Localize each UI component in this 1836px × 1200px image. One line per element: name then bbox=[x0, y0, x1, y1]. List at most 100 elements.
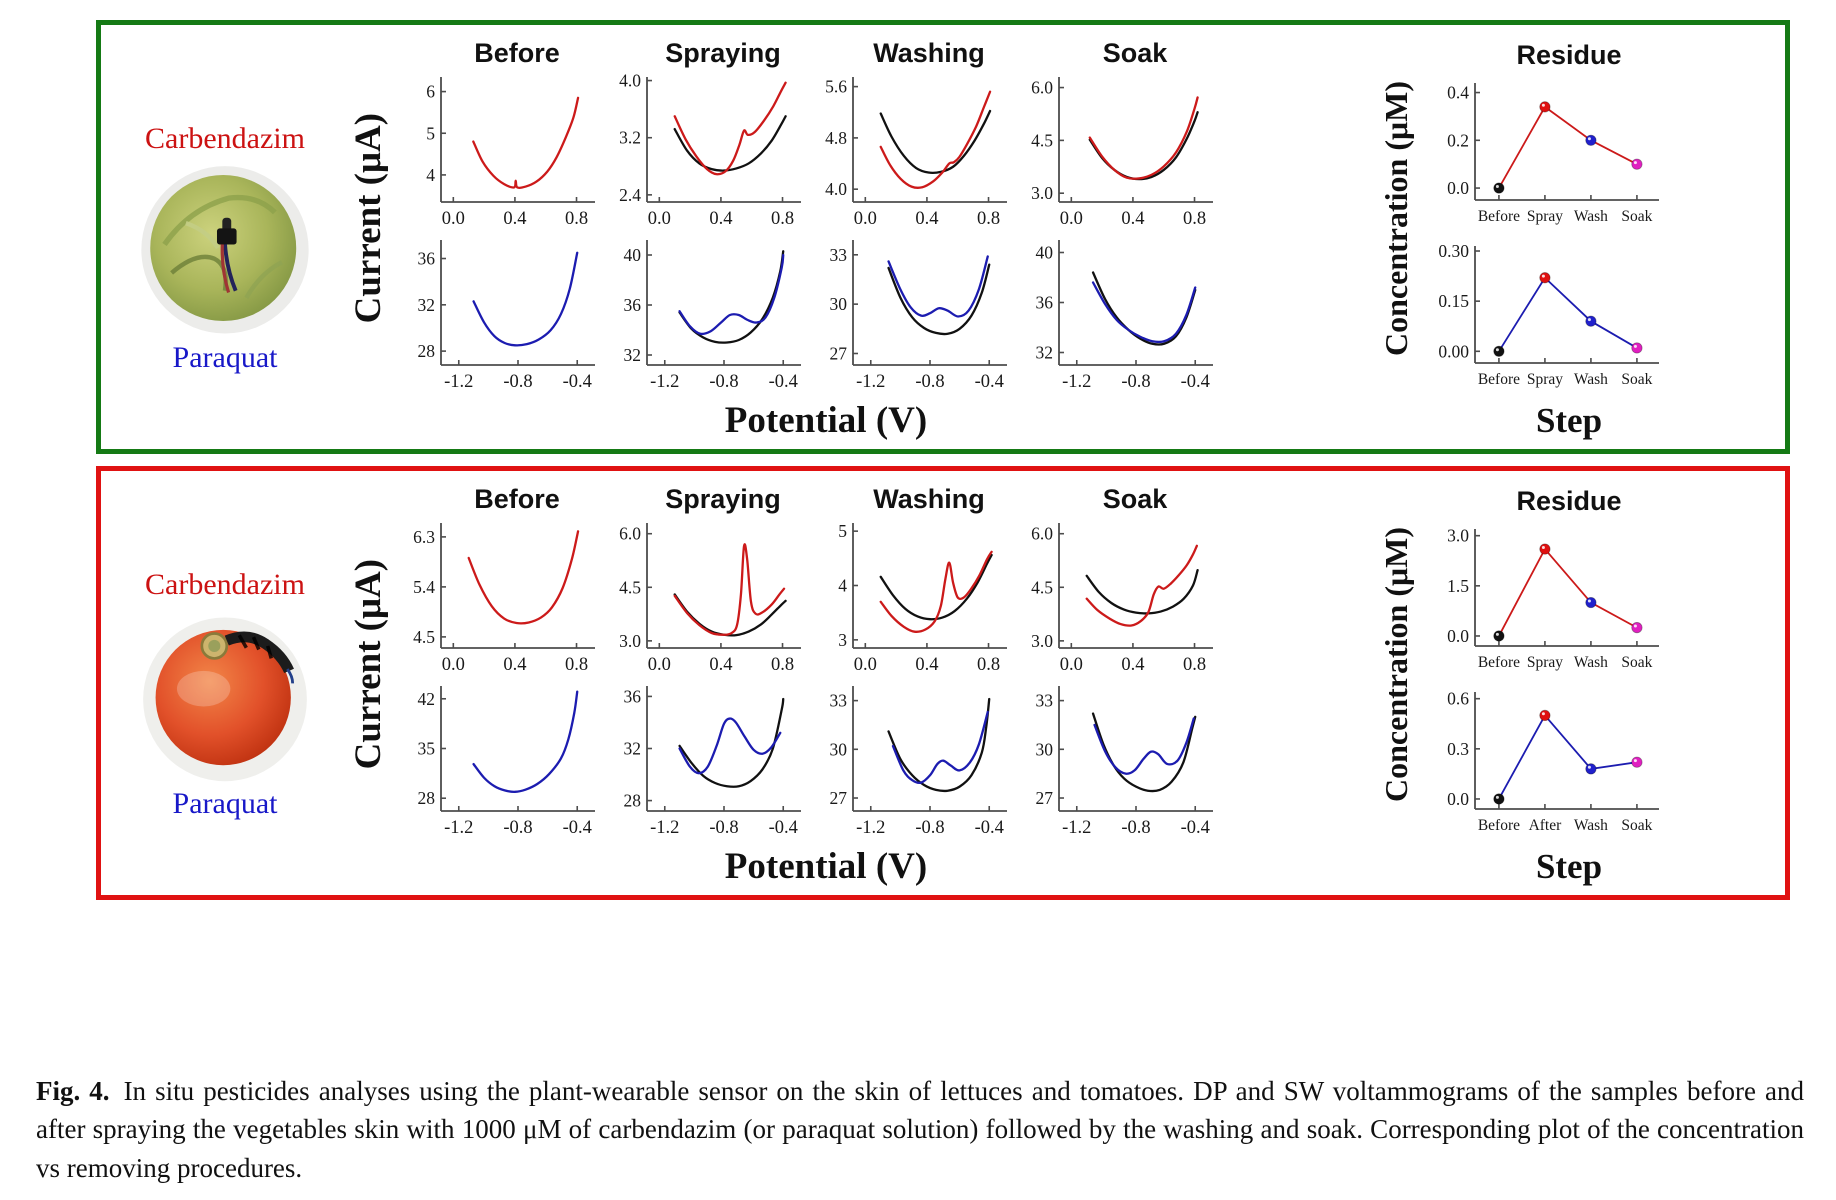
svg-text:4.0: 4.0 bbox=[619, 71, 641, 91]
caption-label: Fig. 4. bbox=[36, 1076, 110, 1106]
svg-text:0.0: 0.0 bbox=[1447, 178, 1469, 198]
column-header-soak: Soak bbox=[1102, 38, 1168, 68]
svg-text:35: 35 bbox=[418, 739, 436, 759]
svg-text:0.4: 0.4 bbox=[1121, 209, 1144, 229]
svg-text:3: 3 bbox=[838, 630, 847, 650]
svg-text:4: 4 bbox=[838, 576, 847, 596]
svg-text:-0.8: -0.8 bbox=[915, 372, 944, 392]
plot-tomato-paraquat-before: 28 35 42 -1.2 -0.8 -0.4 bbox=[397, 680, 603, 843]
plot-tomato-residue-carbendazim: 0.0 1.5 3.0 Before Spray Wash Soak bbox=[1423, 519, 1669, 682]
svg-text:5: 5 bbox=[426, 123, 435, 143]
svg-text:40: 40 bbox=[624, 245, 642, 265]
svg-text:-1.2: -1.2 bbox=[856, 372, 885, 392]
svg-text:-0.4: -0.4 bbox=[975, 372, 1004, 392]
column-header-washing: Washing bbox=[873, 38, 985, 68]
svg-text:0.8: 0.8 bbox=[565, 655, 588, 675]
svg-text:4.5: 4.5 bbox=[1031, 130, 1053, 150]
svg-text:4.0: 4.0 bbox=[825, 179, 847, 199]
svg-text:30: 30 bbox=[830, 739, 848, 759]
column-header-residue: Residue bbox=[1516, 486, 1622, 516]
current-axis-label-wrap: Current (μA) bbox=[339, 475, 397, 895]
svg-text:0.30: 0.30 bbox=[1438, 241, 1469, 261]
svg-text:-0.8: -0.8 bbox=[915, 818, 944, 838]
svg-text:6.3: 6.3 bbox=[413, 527, 435, 547]
svg-text:33: 33 bbox=[830, 691, 848, 711]
svg-text:-0.4: -0.4 bbox=[1181, 818, 1210, 838]
svg-text:0.4: 0.4 bbox=[1447, 83, 1469, 103]
potential-axis-label: Potential (V) bbox=[724, 400, 928, 441]
plot-lettuce-residue-paraquat: 0.00 0.15 0.30 Before Spray Wash Soak bbox=[1423, 236, 1669, 399]
svg-text:-0.4: -0.4 bbox=[769, 818, 798, 838]
svg-text:0.8: 0.8 bbox=[1183, 655, 1206, 675]
plot-tomato-paraquat-spraying: 28 32 36 -1.2 -0.8 -0.4 bbox=[603, 680, 809, 843]
svg-text:-1.2: -1.2 bbox=[444, 372, 473, 392]
svg-text:32: 32 bbox=[624, 345, 642, 365]
svg-text:40: 40 bbox=[1036, 243, 1054, 263]
svg-text:-1.2: -1.2 bbox=[444, 818, 473, 838]
voltammogram-grid-tomato: Before Spraying Washing Soak 4.5 5.4 6.3 0.… bbox=[397, 475, 1221, 895]
svg-text:4.5: 4.5 bbox=[1031, 577, 1053, 597]
plot-lettuce-paraquat-soak: 32 36 40 -1.2 -0.8 -0.4 bbox=[1015, 234, 1221, 397]
svg-text:5.6: 5.6 bbox=[825, 77, 847, 97]
svg-text:3.0: 3.0 bbox=[1031, 183, 1053, 203]
plot-tomato-carbendazim-before: 4.5 5.4 6.3 0.0 0.4 0.8 bbox=[397, 517, 603, 680]
svg-text:0.0: 0.0 bbox=[1060, 655, 1083, 675]
svg-text:Soak: Soak bbox=[1621, 817, 1652, 834]
svg-text:-0.4: -0.4 bbox=[1181, 372, 1210, 392]
svg-text:33: 33 bbox=[1036, 691, 1054, 711]
column-header-before: Before bbox=[474, 38, 560, 68]
column-header-washing: Washing bbox=[873, 484, 985, 514]
concentration-axis-label-wrap: Concentration (μM) bbox=[1369, 475, 1423, 895]
svg-text:-0.8: -0.8 bbox=[1121, 818, 1150, 838]
svg-text:36: 36 bbox=[624, 295, 642, 315]
plot-tomato-carbendazim-spraying: 3.0 4.5 6.0 0.0 0.4 0.8 bbox=[603, 517, 809, 680]
plot-lettuce-carbendazim-before: 4 5 6 0.0 0.4 0.8 bbox=[397, 71, 603, 234]
label-carbendazim: Carbendazim bbox=[145, 122, 305, 155]
svg-text:0.8: 0.8 bbox=[977, 655, 1000, 675]
svg-text:Wash: Wash bbox=[1574, 208, 1608, 225]
svg-text:After: After bbox=[1529, 817, 1563, 834]
svg-text:3.0: 3.0 bbox=[1447, 526, 1469, 546]
plot-lettuce-carbendazim-spraying: 2.4 3.2 4.0 0.0 0.4 0.8 bbox=[603, 71, 809, 234]
label-carbendazim: Carbendazim bbox=[145, 568, 305, 601]
plot-lettuce-paraquat-before: 28 32 36 -1.2 -0.8 -0.4 bbox=[397, 234, 603, 397]
svg-text:6: 6 bbox=[426, 82, 435, 102]
svg-text:-1.2: -1.2 bbox=[650, 372, 679, 392]
svg-text:42: 42 bbox=[418, 689, 436, 709]
svg-text:0.4: 0.4 bbox=[503, 209, 526, 229]
svg-text:36: 36 bbox=[624, 686, 642, 706]
svg-text:Soak: Soak bbox=[1621, 371, 1652, 388]
tomato-photo bbox=[136, 605, 314, 783]
svg-text:3.2: 3.2 bbox=[619, 128, 641, 148]
svg-text:0.6: 0.6 bbox=[1447, 689, 1469, 709]
svg-text:Soak: Soak bbox=[1621, 208, 1652, 225]
svg-text:0.8: 0.8 bbox=[771, 655, 794, 675]
svg-text:32: 32 bbox=[1036, 343, 1054, 363]
svg-text:-1.2: -1.2 bbox=[856, 818, 885, 838]
svg-text:0.8: 0.8 bbox=[977, 209, 1000, 229]
svg-text:0.0: 0.0 bbox=[1060, 209, 1083, 229]
svg-text:0.0: 0.0 bbox=[1447, 789, 1469, 809]
svg-text:6.0: 6.0 bbox=[619, 524, 641, 544]
label-paraquat: Paraquat bbox=[172, 787, 278, 820]
panel-lettuce: Carbendazim bbox=[96, 20, 1790, 454]
svg-text:-0.8: -0.8 bbox=[503, 818, 532, 838]
svg-text:28: 28 bbox=[418, 341, 436, 361]
svg-text:36: 36 bbox=[418, 249, 436, 269]
plot-lettuce-paraquat-spraying: 32 36 40 -1.2 -0.8 -0.4 bbox=[603, 234, 809, 397]
svg-text:1.5: 1.5 bbox=[1447, 576, 1469, 596]
svg-text:36: 36 bbox=[1036, 293, 1054, 313]
svg-text:0.0: 0.0 bbox=[648, 655, 671, 675]
svg-text:-0.4: -0.4 bbox=[563, 818, 592, 838]
svg-text:4.5: 4.5 bbox=[619, 577, 641, 597]
svg-text:0.4: 0.4 bbox=[709, 655, 732, 675]
svg-text:2.4: 2.4 bbox=[619, 185, 641, 205]
svg-text:0.0: 0.0 bbox=[854, 209, 877, 229]
svg-text:-0.8: -0.8 bbox=[503, 372, 532, 392]
svg-text:30: 30 bbox=[1036, 739, 1054, 759]
svg-text:-0.8: -0.8 bbox=[709, 818, 738, 838]
plot-lettuce-carbendazim-washing: 4.0 4.8 5.6 0.0 0.4 0.8 bbox=[809, 71, 1015, 234]
svg-text:0.0: 0.0 bbox=[1447, 626, 1469, 646]
svg-text:0.8: 0.8 bbox=[1183, 209, 1206, 229]
